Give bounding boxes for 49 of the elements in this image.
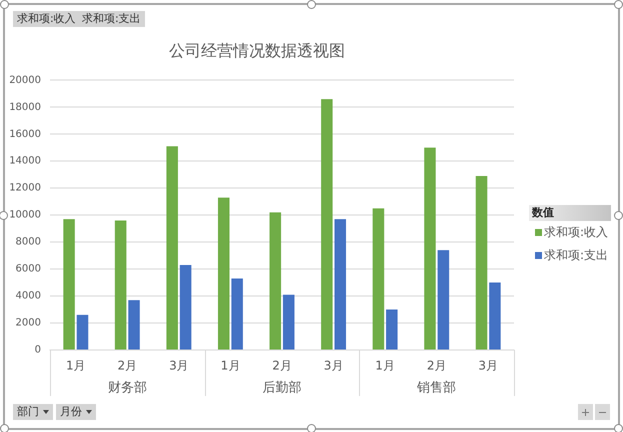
bar bbox=[438, 250, 450, 350]
x-tick-label: 3月 bbox=[324, 358, 344, 372]
bar bbox=[114, 220, 126, 350]
chart-title: 公司经营情况数据透视图 bbox=[169, 40, 345, 60]
bar bbox=[372, 208, 384, 350]
bar bbox=[476, 176, 488, 350]
x-tick-label: 1月 bbox=[375, 358, 395, 372]
x-tick-label: 2月 bbox=[118, 358, 138, 372]
y-tick-label: 2000 bbox=[16, 318, 41, 329]
text: 后勤部 bbox=[262, 380, 302, 396]
bar bbox=[231, 278, 243, 350]
bar bbox=[386, 310, 398, 350]
text: 求和项:收入 bbox=[17, 11, 76, 27]
y-tick-label: 0 bbox=[34, 344, 41, 356]
y-tick-label: 12000 bbox=[9, 182, 41, 194]
bar bbox=[321, 99, 333, 350]
legend-title: 数值 bbox=[529, 205, 611, 221]
bar bbox=[489, 282, 501, 350]
bar bbox=[424, 148, 436, 350]
text: 月份 bbox=[60, 404, 82, 420]
x-tick-label: 1月 bbox=[66, 358, 86, 372]
x-tick-label: 3月 bbox=[478, 358, 498, 372]
bar bbox=[166, 146, 178, 350]
y-tick-label: 20000 bbox=[9, 74, 41, 86]
y-tick-label: 8000 bbox=[16, 236, 41, 248]
bar bbox=[334, 219, 346, 350]
legend-label: 求和项:收入 bbox=[544, 224, 608, 241]
bar bbox=[282, 294, 294, 350]
bar bbox=[218, 198, 230, 350]
legend-label: 求和项:支出 bbox=[544, 247, 608, 264]
y-tick-label: 4000 bbox=[16, 290, 41, 302]
text: 求和项:支出 bbox=[82, 11, 141, 27]
y-tick-label: 16000 bbox=[9, 128, 41, 140]
y-tick-label: 14000 bbox=[9, 156, 41, 167]
y-tick-label: 18000 bbox=[9, 102, 41, 113]
bar bbox=[128, 300, 140, 350]
y-tick-label: 6000 bbox=[16, 264, 41, 275]
bar bbox=[76, 314, 88, 350]
text: 部门 bbox=[17, 404, 39, 420]
bar bbox=[270, 212, 282, 350]
bar bbox=[180, 265, 192, 350]
x-tick-label: 1月 bbox=[220, 358, 240, 372]
text: 销售部 bbox=[416, 380, 456, 396]
y-tick-label: 10000 bbox=[9, 210, 41, 221]
x-tick-label: 2月 bbox=[426, 358, 446, 372]
x-tick-label: 3月 bbox=[169, 358, 189, 372]
bar bbox=[63, 219, 75, 350]
text: 财务部 bbox=[108, 380, 147, 396]
x-tick-label: 2月 bbox=[272, 358, 292, 372]
